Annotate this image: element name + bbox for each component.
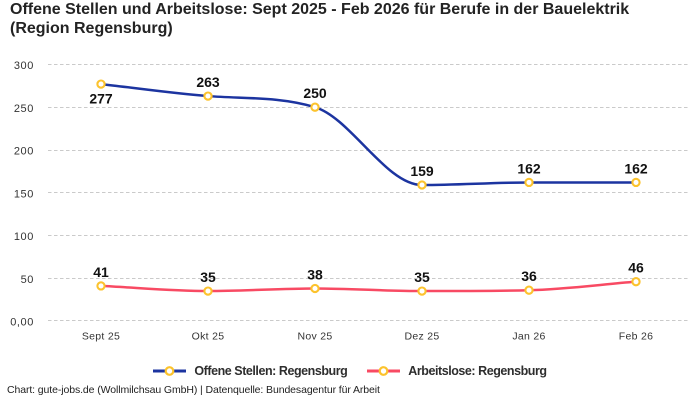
svg-text:Jan 26: Jan 26 (512, 330, 545, 342)
svg-text:200: 200 (14, 146, 34, 158)
svg-text:46: 46 (628, 260, 644, 276)
svg-text:35: 35 (414, 269, 430, 285)
svg-text:100: 100 (14, 231, 34, 243)
svg-text:300: 300 (14, 60, 34, 72)
svg-text:35: 35 (200, 269, 216, 285)
svg-text:250: 250 (303, 85, 327, 101)
svg-text:Nov 25: Nov 25 (297, 330, 332, 342)
svg-text:Dez 25: Dez 25 (404, 330, 439, 342)
svg-text:162: 162 (517, 160, 541, 176)
svg-text:Feb 26: Feb 26 (619, 330, 654, 342)
svg-text:159: 159 (410, 163, 434, 179)
svg-text:277: 277 (89, 91, 113, 107)
svg-text:162: 162 (624, 160, 648, 176)
svg-text:41: 41 (93, 264, 109, 280)
svg-text:263: 263 (196, 74, 220, 90)
svg-text:0,00: 0,00 (10, 317, 34, 329)
svg-text:150: 150 (14, 188, 34, 200)
svg-text:Sept 25: Sept 25 (82, 330, 120, 342)
svg-text:250: 250 (14, 103, 34, 115)
svg-text:36: 36 (521, 268, 537, 284)
svg-text:Okt 25: Okt 25 (192, 330, 225, 342)
svg-text:38: 38 (307, 267, 323, 283)
svg-text:50: 50 (21, 274, 34, 286)
